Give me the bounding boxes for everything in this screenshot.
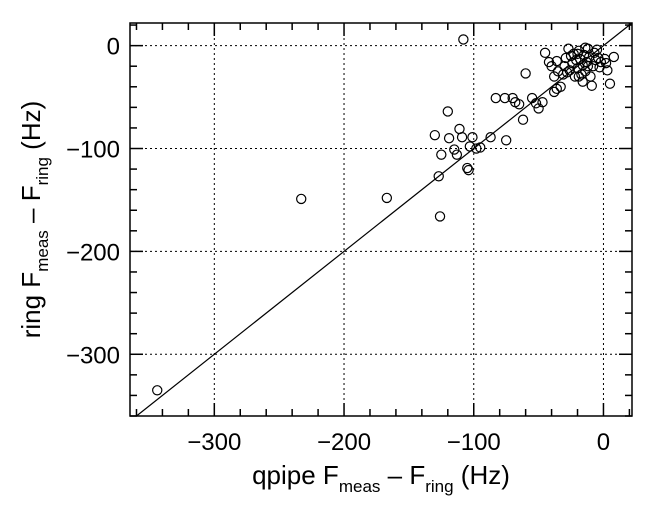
- data-point: [551, 83, 562, 95]
- x-axis-title-sub2: ring: [425, 477, 453, 496]
- grid-lines: [130, 23, 632, 416]
- data-point: [442, 106, 454, 117]
- data-point: [560, 52, 572, 64]
- data-point: [500, 135, 512, 146]
- y-axis-title-tail: (Hz): [16, 101, 46, 157]
- data-point: [433, 171, 444, 182]
- data-point: [582, 61, 594, 72]
- data-point: [499, 92, 511, 104]
- x-axis-title-sub1: meas: [339, 477, 381, 496]
- y-axis-title-main: ring F: [16, 272, 46, 338]
- data-point: [471, 143, 482, 154]
- x-tick-label: −300: [187, 429, 241, 456]
- data-point: [587, 61, 599, 72]
- y-tick-label: −300: [66, 342, 120, 369]
- data-point: [539, 47, 551, 59]
- y-axis-title-mid: – F: [16, 185, 46, 230]
- data-point: [551, 55, 562, 67]
- data-point: [586, 80, 597, 91]
- y-axis-title: ring Fmeas – Fring (Hz): [16, 101, 52, 339]
- data-point: [429, 129, 441, 141]
- x-axis-title: qpipe Fmeas – Fring (Hz): [252, 460, 510, 496]
- data-point: [602, 65, 613, 76]
- data-point: [458, 34, 469, 45]
- data-point: [572, 48, 583, 60]
- data-point: [443, 133, 455, 144]
- data-point: [467, 131, 478, 143]
- data-point: [296, 193, 307, 205]
- data-points: [152, 34, 620, 396]
- data-point: [573, 71, 585, 82]
- data-point: [463, 164, 474, 176]
- y-tick-label: 0: [107, 34, 120, 61]
- data-point: [561, 67, 573, 78]
- axis-ticks: [130, 23, 632, 417]
- data-point: [600, 57, 612, 69]
- y-axis-title-sub2: ring: [33, 157, 52, 185]
- data-point: [604, 78, 616, 89]
- data-point: [548, 86, 560, 98]
- data-point: [608, 51, 620, 63]
- data-point: [543, 56, 555, 68]
- data-point: [580, 42, 591, 53]
- x-tick-label: −200: [317, 429, 371, 456]
- x-tick-labels: −300 −200 −100 0: [187, 429, 610, 456]
- data-point: [434, 211, 446, 222]
- data-point: [565, 50, 577, 62]
- data-point: [451, 149, 463, 160]
- data-point: [152, 385, 163, 396]
- y-tick-label: −200: [66, 239, 120, 266]
- data-point: [475, 142, 486, 153]
- x-axis-title-main: qpipe F: [252, 460, 339, 490]
- data-point: [436, 149, 447, 160]
- x-axis-title-tail: (Hz): [454, 460, 510, 490]
- data-point: [568, 48, 579, 60]
- data-point: [462, 162, 473, 174]
- data-point: [585, 71, 596, 82]
- data-point: [513, 99, 525, 110]
- data-point: [564, 65, 575, 76]
- x-tick-label: −100: [447, 429, 501, 456]
- data-point: [449, 144, 460, 155]
- data-point: [381, 192, 393, 204]
- y-tick-labels: −300 −200 −100 0: [66, 34, 120, 370]
- data-point: [537, 97, 548, 108]
- data-point: [456, 131, 468, 143]
- data-point: [485, 131, 496, 143]
- x-axis-title-mid: – F: [380, 460, 425, 490]
- x-tick-label: 0: [597, 429, 610, 456]
- data-point: [520, 68, 531, 79]
- data-point: [490, 92, 501, 104]
- data-point: [591, 44, 603, 55]
- reference-line-y-equals-x: [136, 22, 633, 417]
- data-point: [464, 141, 476, 152]
- plot-frame: [129, 22, 633, 417]
- data-point: [530, 98, 542, 109]
- data-point: [517, 114, 529, 125]
- y-axis-title-sub1: meas: [33, 230, 52, 272]
- y-tick-label: −100: [66, 137, 120, 164]
